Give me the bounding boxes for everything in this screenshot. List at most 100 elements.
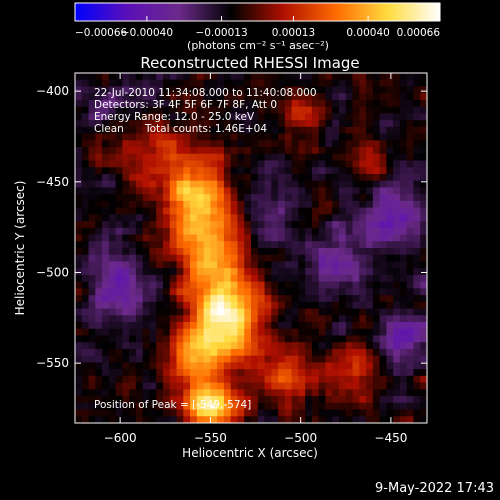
heatmap-cell <box>163 254 171 262</box>
heatmap-cell <box>352 79 360 87</box>
heatmap-cell <box>129 416 137 424</box>
heatmap-cell <box>210 342 218 350</box>
heatmap-cell <box>278 187 286 195</box>
heatmap-cell <box>413 295 421 303</box>
heatmap-cell <box>115 315 123 323</box>
heatmap-cell <box>176 140 184 148</box>
heatmap-cell <box>176 86 184 94</box>
heatmap-cell <box>339 268 347 276</box>
heatmap-cell <box>257 167 265 175</box>
heatmap-cell <box>88 295 96 303</box>
heatmap-cell <box>115 389 123 397</box>
heatmap-cell <box>196 93 205 101</box>
heatmap-cell <box>230 308 238 316</box>
heatmap-cell <box>379 362 387 370</box>
heatmap-cell <box>135 73 144 81</box>
heatmap-cell <box>95 113 103 121</box>
heatmap-cell <box>257 73 265 81</box>
heatmap-cell <box>102 160 110 168</box>
heatmap-cell <box>156 187 164 195</box>
heatmap-cell <box>278 362 286 370</box>
heatmap-cell <box>366 248 374 256</box>
heatmap-cell <box>108 120 117 128</box>
heatmap-cell <box>386 200 394 209</box>
heatmap-cell <box>298 254 306 262</box>
heatmap-cell <box>291 106 299 114</box>
heatmap-cell <box>298 396 306 404</box>
heatmap-cell <box>135 93 144 101</box>
heatmap-cell <box>291 288 299 296</box>
heatmap-cell <box>244 355 252 363</box>
heatmap-cell <box>81 375 89 384</box>
heatmap-cell <box>88 268 96 276</box>
heatmap-cell <box>359 187 367 195</box>
heatmap-cell <box>203 248 211 256</box>
heatmap-cell <box>393 268 401 276</box>
heatmap-cell <box>379 409 387 417</box>
heatmap-cell <box>108 153 117 161</box>
heatmap-cell <box>318 375 326 384</box>
heatmap-cell <box>203 288 211 296</box>
heatmap-cell <box>75 167 83 175</box>
heatmap-cell <box>291 322 299 330</box>
heatmap-cell <box>95 147 103 155</box>
heatmap-cell <box>393 93 401 101</box>
heatmap-cell <box>88 173 96 182</box>
heatmap-cell <box>298 261 306 269</box>
heatmap-cell <box>284 187 293 195</box>
heatmap-cell <box>420 342 428 350</box>
heatmap-cell <box>359 254 367 262</box>
heatmap-cell <box>176 355 184 363</box>
heatmap-cell <box>129 362 137 370</box>
heatmap-cell <box>95 173 103 182</box>
heatmap-cell <box>366 167 374 175</box>
heatmap-cell <box>393 248 401 256</box>
heatmap-cell <box>102 180 110 188</box>
heatmap-cell <box>406 187 414 195</box>
heatmap-cell <box>339 261 347 269</box>
y-axis-ticks: −400−450−500−550 <box>36 84 427 370</box>
heatmap-cell <box>190 126 198 134</box>
heatmap-cell <box>413 301 421 309</box>
heatmap-cell <box>102 173 110 182</box>
heatmap-cell <box>210 308 218 316</box>
heatmap-cell <box>379 375 387 384</box>
heatmap-cell <box>420 86 428 94</box>
heatmap-cell <box>386 335 394 343</box>
heatmap-cell <box>217 396 225 404</box>
heatmap-cell <box>210 382 218 390</box>
heatmap-cell <box>386 348 394 357</box>
heatmap-cell <box>108 227 117 235</box>
heatmap-cell <box>169 187 177 195</box>
heatmap-cell <box>156 113 164 121</box>
heatmap-cell <box>129 120 137 128</box>
heatmap-cell <box>95 355 103 363</box>
heatmap-cell <box>332 140 340 148</box>
heatmap-cell <box>278 194 286 202</box>
heatmap-cell <box>264 153 272 161</box>
heatmap-cell <box>203 120 211 128</box>
heatmap-cell <box>298 126 306 134</box>
heatmap-cell <box>352 180 360 188</box>
heatmap-cell <box>379 227 387 235</box>
heatmap-cell <box>196 254 205 262</box>
heatmap-cell <box>257 106 265 114</box>
heatmap-cell <box>75 153 83 161</box>
heatmap-cell <box>413 93 421 101</box>
heatmap-cell <box>203 106 211 114</box>
heatmap-cell <box>393 288 401 296</box>
heatmap-cell <box>169 241 177 249</box>
heatmap-cell <box>102 120 110 128</box>
heatmap-cell <box>379 187 387 195</box>
heatmap-cell <box>122 140 130 148</box>
heatmap-cell <box>135 113 144 121</box>
heatmap-cell <box>311 315 320 323</box>
heatmap-cell <box>332 234 340 242</box>
heatmap-cell <box>169 322 177 330</box>
heatmap-cell <box>305 322 313 330</box>
heatmap-cell <box>169 214 177 222</box>
heatmap-cell <box>190 308 198 316</box>
heatmap-cell <box>129 308 137 316</box>
y-tick-label: −550 <box>36 356 69 370</box>
heatmap-cell <box>210 160 218 168</box>
